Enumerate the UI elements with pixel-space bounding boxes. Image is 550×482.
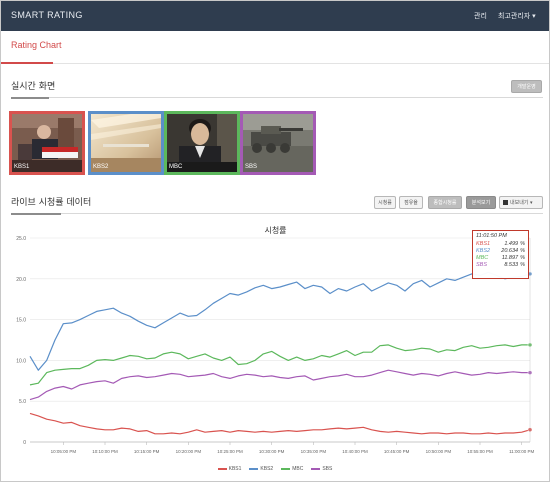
tooltip-unit: % [520,241,525,247]
y-tick-label: 20.0 [16,277,26,283]
tooltip-row: KBS1 1.499% [476,241,525,248]
legend-item-sbs[interactable]: SBS [311,466,332,472]
x-tick-label: 10:45:00 PM [384,449,410,454]
y-tick-label: 25.0 [16,236,26,242]
channel-thumbnail-mbc[interactable]: MBC [164,111,240,175]
kbs2-screen-image [91,114,161,172]
legend-swatch [311,467,321,470]
rating-toggle-button[interactable]: 시청률 [374,196,396,209]
kbs1-screen-image [12,114,82,172]
x-tick-label: 10:55:00 PM [467,449,493,454]
y-tick-label: 5.0 [19,399,26,405]
tooltip-series-value: 11.897 [501,255,519,261]
channel-thumbnail-kbs2[interactable]: KBS2 [88,111,164,175]
chart-title: 시청률 [264,226,287,235]
tooltip-unit: % [520,248,525,254]
x-tick-label: 10:35:00 PM [301,449,327,454]
live-section-divider [11,97,543,99]
series-line-kbs1 [29,412,531,435]
x-tick-label: 10:05:00 PM [51,449,77,454]
tooltip-row: MBC 11.897% [476,255,525,262]
tooltip-series-value: 20.634 [501,248,519,254]
tooltip-series-value: 8.533 [504,262,519,268]
user-menu-dropdown[interactable]: 최고관리자 ▾ [498,13,536,20]
legend-label: SBS [322,466,333,472]
export-label: 내보내기 [510,200,529,206]
x-tick-label: 11:00:00 PM [509,449,534,454]
active-tab-indicator [1,62,53,64]
admin-menu-link[interactable]: 관리 [474,13,487,20]
channel-thumbnail-kbs1[interactable]: KBS1 [9,111,85,175]
sbs-screen-image [243,114,313,172]
tooltip-time: 11:01:50 PM [476,233,507,239]
tab-rating-chart[interactable]: Rating Chart [11,40,62,50]
legend-label: MBC [292,466,304,472]
channel-label-sbs: SBS [245,164,258,170]
legend-item-kbs2[interactable]: KBS2 [249,466,273,472]
y-tick-label: 10.0 [16,358,26,364]
legend-swatch [281,467,291,470]
legend-label: KBS1 [228,466,242,472]
ratings-chart-svg: 0 5.0 10.0 15.0 20.0 25.0 10:05:00 PM 10:10:00 … [16,236,534,454]
brand-logo[interactable]: SMART RATING [11,10,83,20]
page-header: Rating Chart [1,31,549,64]
channel-label-kbs1: KBS1 [14,164,30,170]
legend-item-kbs1[interactable]: KBS1 [217,466,242,472]
tooltip-series-name: KBS2 [476,248,491,254]
chevron-down-icon: ▾ [528,200,533,206]
tooltip-series-name: SBS [476,262,488,268]
legend-swatch [217,467,227,470]
series-line-sbs [29,369,530,401]
tooltip-series-value: 1.499 [504,241,519,247]
x-tick-label: 10:50:00 PM [426,449,452,454]
share-toggle-button[interactable]: 점유율 [399,196,423,209]
legend-swatch [249,467,259,470]
mbc-screen-image [167,114,237,172]
legend-item-mbc[interactable]: MBC [281,466,303,472]
channel-thumbnail-sbs[interactable]: SBS [240,111,316,175]
tooltip-series-name: KBS1 [476,241,491,247]
ratings-section-divider [11,213,543,215]
x-tick-label: 10:10:00 PM [92,449,118,454]
y-tick-label: 15.0 [16,318,26,324]
tooltip-unit: % [520,262,525,268]
channel-label-kbs2: KBS2 [93,164,109,170]
ratings-chart: 시청률 0 5.0 10.0 15.0 20.0 25.0 10:05:00 PM 10:10… [10,222,541,476]
tooltip-unit: % [520,255,525,261]
export-icon [503,200,508,205]
analysis-view-button[interactable]: 분석보기 [466,196,496,209]
legend-label: KBS2 [260,466,274,472]
x-tick-label: 10:25:00 PM [217,449,243,454]
channel-label-mbc: MBC [169,164,183,170]
export-dropdown-button[interactable]: 내보내기 ▾ [499,196,543,209]
tooltip-row: SBS 8.533% [476,262,525,269]
live-ratings-title: 라이브 시청률 데이터 [11,198,92,208]
x-tick-label: 10:40:00 PM [342,449,368,454]
chart-tooltip: 11:01:50 PM KBS1 1.499% KBS2 20.634% MBC 11.8… [472,230,529,279]
tooltip-series-name: MBC [476,255,489,261]
tooltip-row: KBS2 20.634% [476,248,525,255]
series-line-kbs2 [29,271,531,371]
chart-legend: KBS1 KBS2 MBC SBS [1,466,549,472]
x-tick-label: 10:15:00 PM [134,449,160,454]
x-tick-label: 10:20:00 PM [176,449,202,454]
top-navbar: SMART RATING 관리 최고관리자 ▾ [1,1,549,31]
y-tick-label: 0 [23,440,26,446]
dev-ops-button[interactable]: 개발운영 [511,80,542,93]
live-screens-title: 실시간 화면 [11,82,56,92]
series-line-mbc [29,344,530,386]
total-rating-button[interactable]: 종합시청률 [428,196,462,209]
x-tick-label: 10:30:00 PM [259,449,285,454]
